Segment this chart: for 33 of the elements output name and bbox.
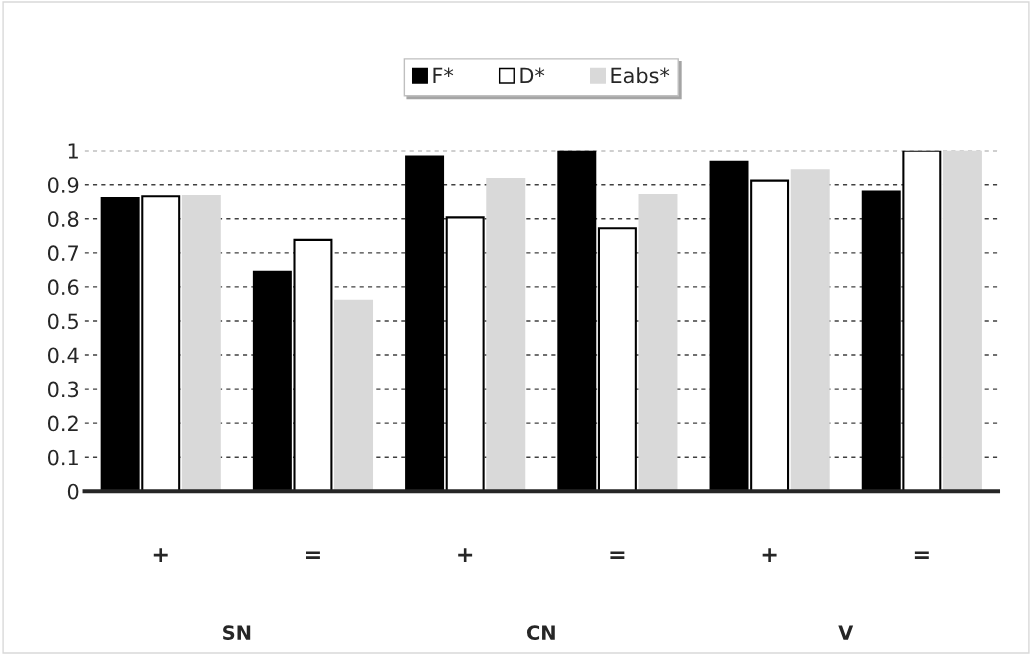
x-tick-label: =: [306, 551, 320, 559]
y-tick-label: 0.2: [48, 415, 78, 432]
x-tick-label: =: [610, 551, 625, 559]
y-tick-label: 0: [67, 483, 79, 500]
text: SN: [223, 625, 251, 640]
y-tick-label: 1: [68, 143, 78, 159]
x-tick-label: +: [153, 548, 168, 563]
y-tick-label: 0.5: [48, 313, 78, 330]
bar: [486, 177, 526, 492]
y-tick-label: 0.6: [48, 279, 79, 296]
bar: [181, 194, 221, 492]
text: CN: [526, 625, 555, 640]
y-tick-label: 0.7: [48, 245, 78, 262]
bar: [445, 216, 485, 492]
bar: [557, 150, 597, 492]
legend-label: F*: [433, 67, 454, 84]
y-tick-label: 0.9: [48, 177, 79, 193]
bar: [597, 227, 637, 492]
y-tick-label: 0.8: [48, 211, 79, 227]
bar: [942, 150, 982, 492]
bar: [790, 169, 830, 492]
bar: [334, 299, 374, 492]
legend-label: D*: [520, 67, 545, 84]
y-tick-label: 0.4: [48, 347, 79, 364]
x-tick-label: +: [762, 548, 777, 563]
y-tick-label: 0.1: [48, 449, 78, 466]
x-tick-label: =: [914, 551, 929, 559]
legend-label: Eabs*: [611, 67, 670, 84]
bar: [405, 155, 445, 492]
text: V: [838, 625, 854, 640]
bar: [638, 193, 678, 492]
y-tick-label: 0.3: [48, 381, 79, 398]
x-tick-label: +: [458, 548, 473, 563]
